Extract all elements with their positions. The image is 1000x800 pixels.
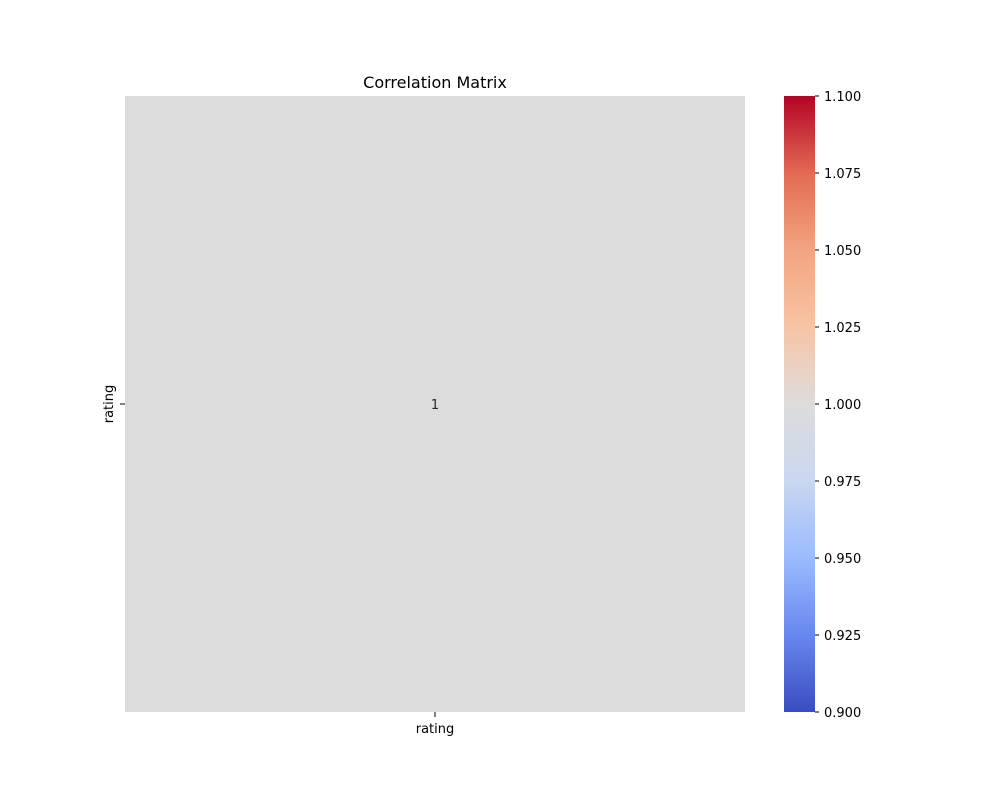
colorbar-tick-label: 1.100: [824, 90, 861, 105]
y-tick-label: rating: [102, 385, 117, 424]
chart-title: Correlation Matrix: [363, 73, 507, 92]
colorbar-tick-label: 1.050: [824, 244, 861, 259]
colorbar-tick-label: 1.025: [824, 321, 861, 336]
colorbar: 0.900 0.925 0.950 0.975 1.000 1.025 1.050 1.075…: [784, 90, 861, 721]
heatmap-cell-label: 1: [431, 398, 439, 413]
colorbar-tick-label: 1.075: [824, 167, 861, 182]
colorbar-tick-label: 1.000: [824, 398, 861, 413]
colorbar-tick-label: 0.925: [824, 629, 861, 644]
colorbar-tick-label: 0.900: [824, 706, 861, 721]
heatmap-cell: [125, 96, 745, 712]
colorbar-tick-label: 0.975: [824, 475, 861, 490]
y-axis: rating: [102, 385, 125, 424]
colorbar-tick-label: 0.950: [824, 552, 861, 567]
x-tick-label: rating: [416, 722, 455, 737]
x-axis: rating: [416, 712, 455, 737]
heatmap-cells: 1: [125, 96, 745, 712]
colorbar-gradient: [784, 96, 815, 712]
